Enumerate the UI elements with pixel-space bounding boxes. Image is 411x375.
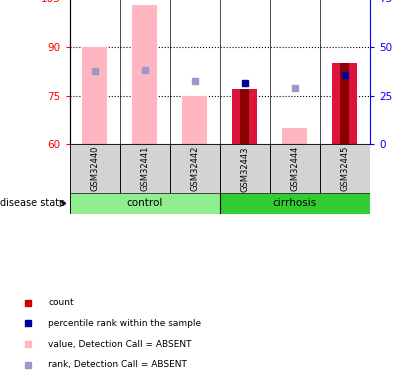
Text: GSM32441: GSM32441 <box>141 146 149 191</box>
Bar <box>282 128 307 144</box>
Bar <box>70 193 220 214</box>
Text: percentile rank within the sample: percentile rank within the sample <box>48 319 202 328</box>
Bar <box>182 96 208 144</box>
Bar <box>232 89 257 144</box>
Bar <box>132 4 157 144</box>
Text: GSM32443: GSM32443 <box>240 146 249 192</box>
Bar <box>220 144 270 193</box>
Bar <box>340 63 349 144</box>
Bar <box>120 144 170 193</box>
Bar <box>220 193 370 214</box>
Text: GSM32444: GSM32444 <box>291 146 299 191</box>
Text: disease state: disease state <box>0 198 65 208</box>
Bar <box>82 47 107 144</box>
Bar <box>270 144 320 193</box>
Text: value, Detection Call = ABSENT: value, Detection Call = ABSENT <box>48 340 192 349</box>
Text: cirrhosis: cirrhosis <box>273 198 317 208</box>
Text: control: control <box>127 198 163 208</box>
Text: GSM32440: GSM32440 <box>90 146 99 191</box>
Bar <box>320 144 370 193</box>
Bar <box>332 63 358 144</box>
Bar <box>70 144 120 193</box>
Bar <box>240 89 249 144</box>
Text: count: count <box>48 298 74 307</box>
Text: rank, Detection Call = ABSENT: rank, Detection Call = ABSENT <box>48 360 187 369</box>
Bar <box>170 144 220 193</box>
Text: GSM32442: GSM32442 <box>190 146 199 191</box>
Text: GSM32445: GSM32445 <box>340 146 349 191</box>
